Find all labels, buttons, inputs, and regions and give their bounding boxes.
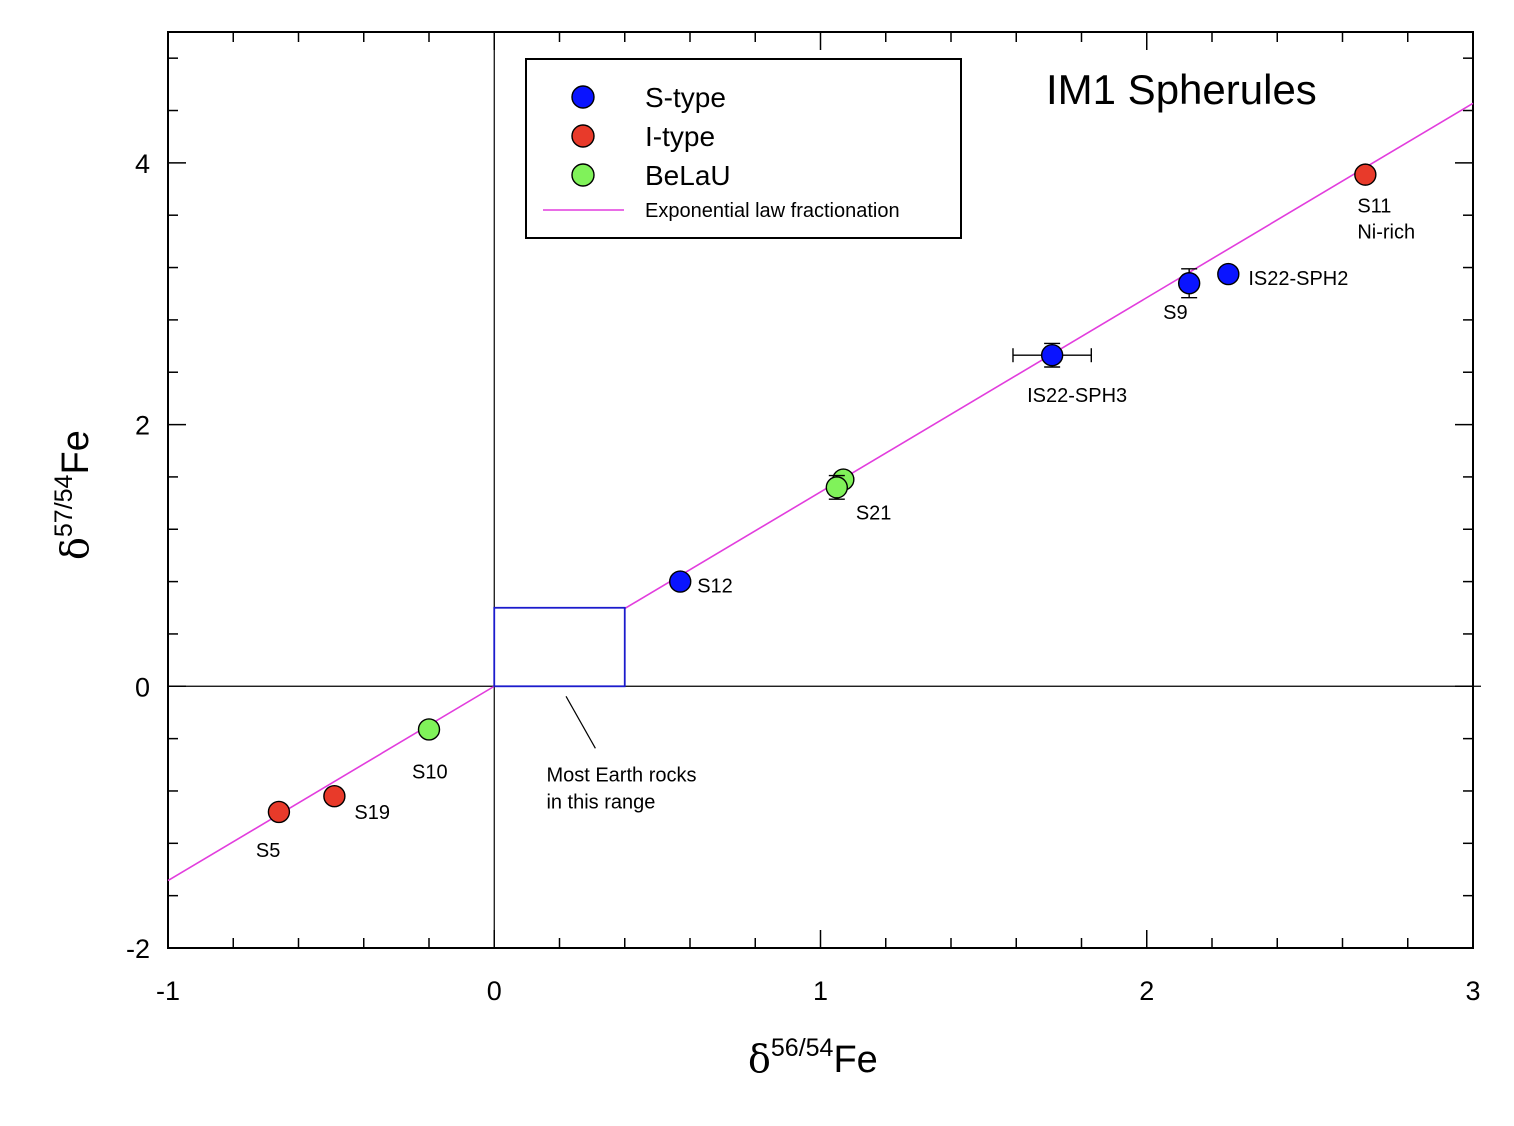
legend: S-type I-type BeLaU Exponential law fractio…	[525, 58, 962, 239]
data-point	[669, 570, 692, 593]
data-point	[267, 800, 291, 824]
data-point	[417, 718, 441, 741]
annotation-line: in this range	[546, 791, 655, 813]
data-point	[825, 476, 849, 499]
point-label: Ni-rich	[1357, 222, 1415, 244]
x-tick-label: 2	[1139, 976, 1154, 1006]
data-point	[1217, 262, 1240, 286]
earth-rocks-box	[493, 606, 626, 688]
x-axis-delta: δ	[748, 1037, 771, 1081]
legend-box	[525, 58, 962, 239]
point-label: S11	[1357, 196, 1391, 218]
x-axis-title: δ56/54Fe	[748, 1034, 878, 1081]
point-label: S9	[1163, 302, 1187, 324]
x-tick-label: 0	[487, 976, 502, 1006]
data-point	[1040, 344, 1064, 367]
y-axis-delta: δ	[53, 537, 97, 560]
y-tick-label: -2	[126, 934, 150, 964]
axes	[167, 31, 1481, 949]
x-tick-label: -1	[156, 976, 180, 1006]
point-label: S21	[856, 502, 892, 524]
x-tick-label: 1	[813, 976, 828, 1006]
annotation-line: Most Earth rocks	[546, 764, 696, 786]
annotation-leader-line	[565, 695, 596, 749]
y-axis-title: δ57/54Fe	[50, 430, 97, 560]
data-point	[1177, 272, 1201, 295]
legend-marker	[571, 163, 595, 187]
point-label: IS22-SPH2	[1248, 268, 1348, 290]
legend-marker	[571, 85, 595, 109]
plot-frame	[167, 31, 1474, 949]
y-tick-label: 4	[135, 149, 150, 179]
point-label: S12	[697, 576, 733, 598]
y-axis-fe: Fe	[55, 430, 97, 474]
point-label: S10	[412, 761, 448, 783]
y-tick-label: 2	[135, 411, 150, 441]
x-axis-fe: Fe	[833, 1039, 877, 1081]
legend-label: S-type	[645, 82, 726, 113]
point-label: S19	[354, 802, 390, 824]
legend-label: I-type	[645, 121, 715, 152]
point-label: S5	[256, 840, 280, 862]
x-tick-label: 3	[1465, 976, 1480, 1006]
data-point	[1354, 163, 1377, 186]
earth-rocks-annotation: Most Earth rocks in this range	[546, 764, 696, 813]
data-layer: Most Earth rocks in this range S12 IS22-SPH…	[167, 102, 1474, 882]
x-axis-sup: 56/54	[771, 1034, 834, 1062]
legend-line-label: Exponential law fractionation	[645, 200, 900, 222]
legend-marker	[571, 124, 595, 148]
fit-line	[167, 102, 1474, 882]
y-tick-label: 0	[135, 672, 150, 702]
chart-title: IM1 Spherules	[1046, 66, 1317, 113]
y-axis-sup: 57/54	[50, 474, 78, 537]
data-point	[323, 785, 346, 808]
legend-label: BeLaU	[645, 160, 731, 191]
axis-ticks: -1 0 1 2 3 -2 0 2 4	[126, 32, 1481, 1006]
point-label: IS22-SPH3	[1027, 385, 1127, 407]
